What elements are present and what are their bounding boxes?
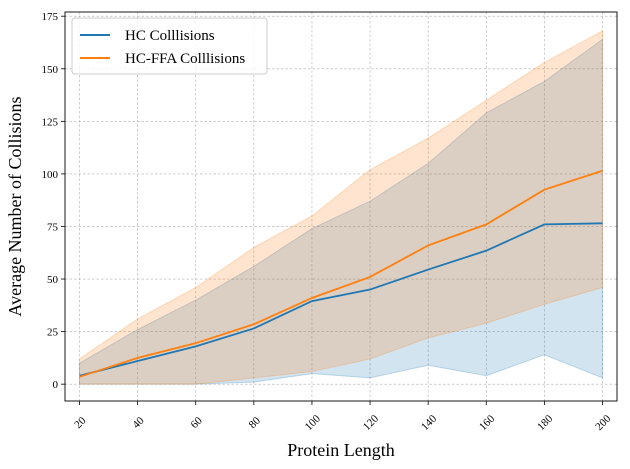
series-line-hc [79,222,603,377]
y-tick-label: 0 [53,379,59,391]
y-tick-label: 125 [42,116,59,128]
y-tick-label: 150 [42,64,59,76]
legend-label-hc-ffa: HC-FFA Colllisions [125,51,245,67]
grid [65,12,617,401]
confidence-band-hc-ffa [79,30,603,385]
confidence-bands [79,30,603,385]
confidence-band-hc [79,38,603,385]
y-tick-label: 175 [42,11,59,23]
legend-label-hc: HC Colllisions [125,28,215,44]
plot-frame [64,11,618,402]
y-tick-label: 50 [47,274,59,286]
y-tick-label: 100 [42,169,59,181]
series-line-hc-ffa [79,169,603,378]
series-lines [79,169,603,378]
legend: HC Colllisions HC-FFA Colllisions [71,17,268,75]
x-axis-title: Protein Length [287,440,394,460]
y-tick-label: 75 [47,221,59,233]
y-axis-title: Average Number of Collisions [5,96,25,316]
legend-box [71,17,268,75]
y-tick-label: 25 [47,327,59,339]
